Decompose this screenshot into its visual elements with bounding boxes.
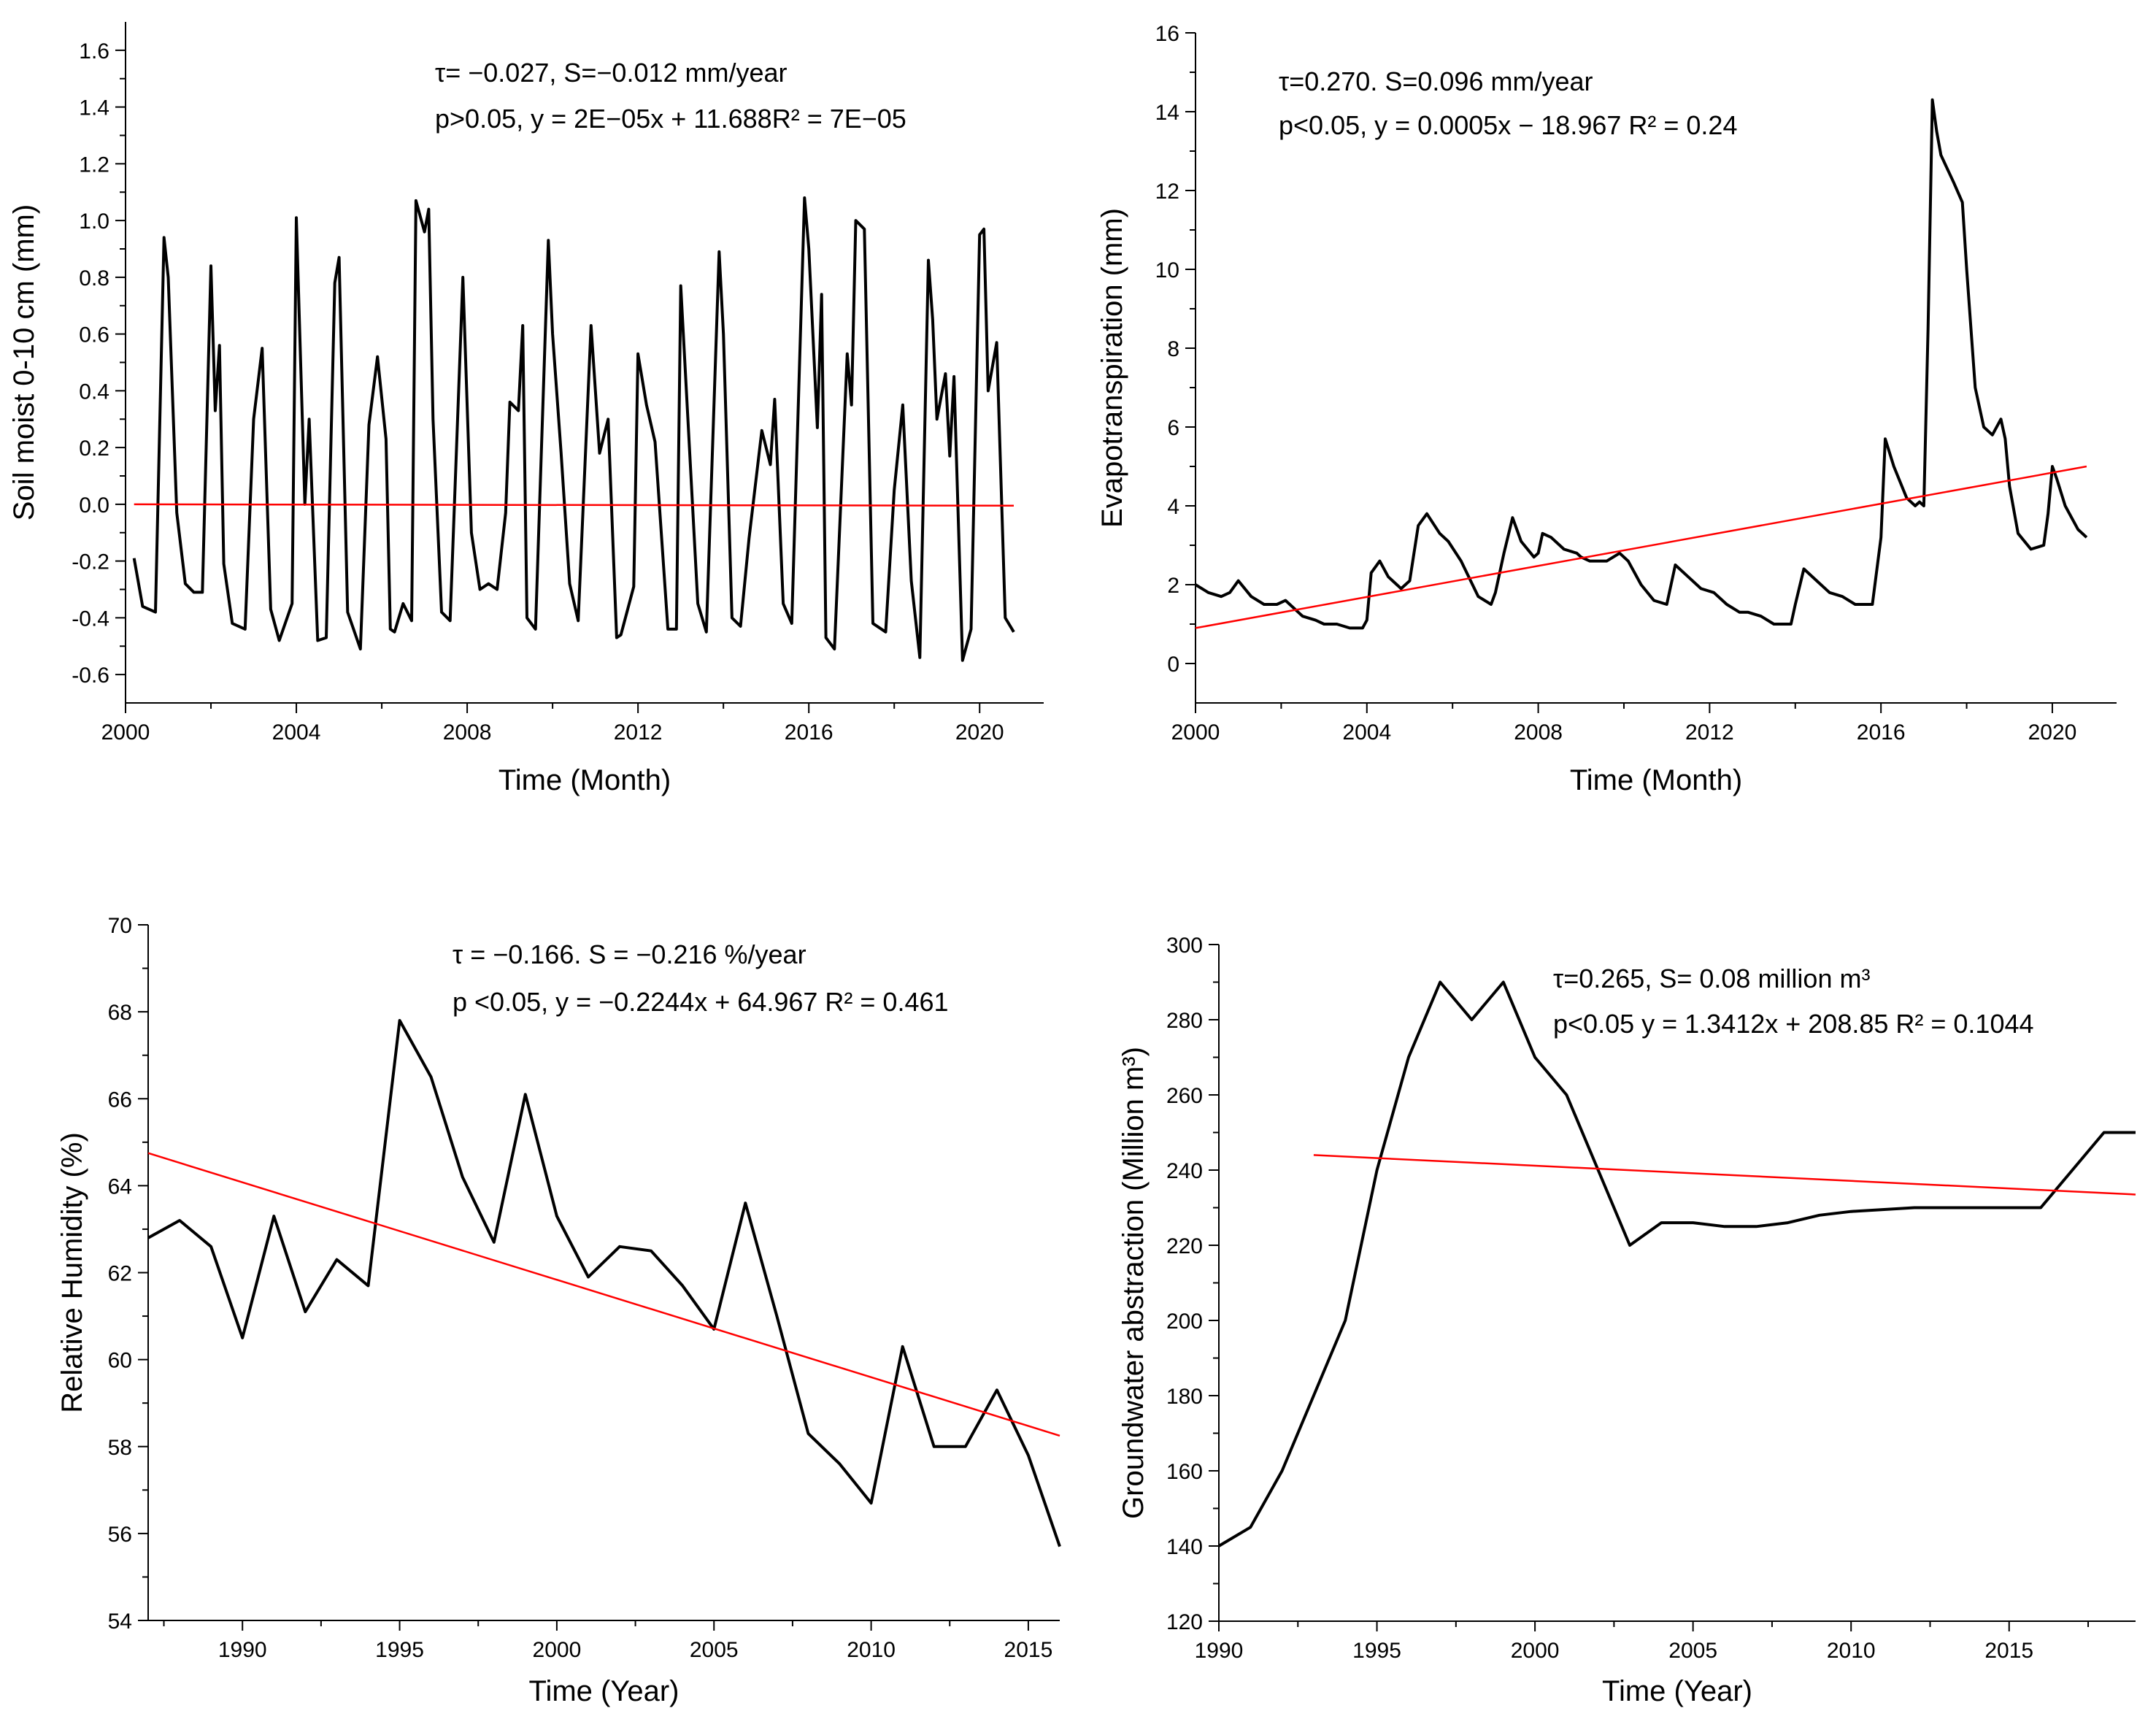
y-axis-label: Evapotranspiration (mm) bbox=[1096, 208, 1128, 528]
y-tick-label: 0 bbox=[1167, 653, 1179, 677]
x-tick-label: 2008 bbox=[443, 720, 492, 745]
soil-moisture-chart: -0.6 -0.4 -0.2 0.0 0.2 0.4 0.6 0.8 1.0 1.2 1.4 1.6 2… bbox=[8, 22, 1044, 796]
x-tick-label: 2020 bbox=[955, 720, 1004, 745]
stats-annotation: p <0.05, y = −0.2244x + 64.967 R² = 0.46… bbox=[453, 987, 949, 1017]
x-tick-label: 2000 bbox=[1511, 1639, 1560, 1663]
x-tick-label: 2020 bbox=[2028, 720, 2077, 745]
x-tick-label: 2004 bbox=[1342, 720, 1391, 745]
y-tick-label: 240 bbox=[1166, 1159, 1203, 1183]
stats-annotation: τ=0.270. S=0.096 mm/year bbox=[1279, 66, 1593, 96]
y-tick-label: 260 bbox=[1166, 1084, 1203, 1108]
y-tick-label: 62 bbox=[108, 1262, 132, 1286]
stats-annotation: p<0.05, y = 0.0005x − 18.967 R² = 0.24 bbox=[1279, 110, 1737, 140]
y-tick-label: -0.2 bbox=[72, 550, 109, 574]
trend-line bbox=[1195, 465, 2087, 629]
y-tick-label: 10 bbox=[1155, 258, 1179, 282]
y-tick-label: 1.6 bbox=[79, 39, 109, 64]
x-tick-label: 2016 bbox=[1857, 720, 1906, 745]
stats-annotation: τ = −0.166. S = −0.216 %/year bbox=[453, 939, 806, 969]
x-tick-label: 1990 bbox=[218, 1638, 267, 1662]
y-tick-label: 68 bbox=[108, 1001, 132, 1025]
y-tick-label: 180 bbox=[1166, 1385, 1203, 1409]
data-series-line bbox=[1194, 98, 2088, 630]
x-tick-label: 2000 bbox=[1171, 720, 1220, 745]
x-tick-label: 2010 bbox=[1827, 1639, 1876, 1663]
y-tick-label: 70 bbox=[108, 914, 132, 938]
x-axis-label: Time (Month) bbox=[498, 764, 671, 796]
y-axis-label: Relative Humidity (%) bbox=[56, 1132, 88, 1413]
x-tick-label: 2016 bbox=[785, 720, 833, 745]
y-tick-label: -0.6 bbox=[72, 664, 109, 688]
y-tick-label: 200 bbox=[1166, 1310, 1203, 1334]
y-tick-label: 1.0 bbox=[79, 209, 109, 234]
y-tick-label: 4 bbox=[1167, 495, 1179, 519]
x-axis-label: Time (Year) bbox=[1602, 1675, 1752, 1707]
y-tick-label: 0.4 bbox=[79, 380, 109, 404]
x-tick-label: 2015 bbox=[1004, 1638, 1053, 1662]
y-tick-label: 0.2 bbox=[79, 437, 109, 461]
x-tick-label: 2008 bbox=[1514, 720, 1563, 745]
evapotranspiration-chart: 0 2 4 6 8 10 12 14 16 2000 2004 2008 2012 2016 2020 Tim… bbox=[1096, 22, 2117, 796]
data-series-line bbox=[147, 1019, 1061, 1547]
trend-line bbox=[134, 503, 1015, 507]
y-tick-label: 14 bbox=[1155, 101, 1179, 125]
y-tick-label: -0.4 bbox=[72, 607, 109, 631]
x-axis-label: Time (Year) bbox=[529, 1675, 679, 1707]
data-series-line bbox=[132, 196, 1015, 662]
y-tick-label: 12 bbox=[1155, 180, 1179, 204]
x-axis-label: Time (Month) bbox=[1570, 764, 1742, 796]
y-tick-label: 1.4 bbox=[79, 96, 109, 120]
y-tick-label: 8 bbox=[1167, 337, 1179, 361]
y-tick-label: 64 bbox=[108, 1174, 132, 1199]
relative-humidity-chart: 54 56 58 60 62 64 66 68 70 1990 1995 2000 2005 2010 20… bbox=[56, 914, 1061, 1707]
y-tick-label: 0.6 bbox=[79, 323, 109, 347]
y-tick-label: 58 bbox=[108, 1436, 132, 1460]
x-tick-label: 2000 bbox=[101, 720, 150, 745]
y-tick-label: 16 bbox=[1155, 22, 1179, 46]
y-tick-label: 66 bbox=[108, 1088, 132, 1112]
stats-annotation: p>0.05, y = 2E−05x + 11.688R² = 7E−05 bbox=[435, 104, 906, 134]
x-tick-label: 2004 bbox=[272, 720, 321, 745]
stats-annotation: τ=0.265, S= 0.08 million m³ bbox=[1553, 964, 1870, 993]
data-series-line bbox=[1217, 980, 2136, 1547]
y-axis-label: Soil moist 0-10 cm (mm) bbox=[8, 204, 40, 520]
y-tick-label: 0.8 bbox=[79, 266, 109, 291]
x-tick-label: 2015 bbox=[1984, 1639, 2033, 1663]
y-tick-label: 1.2 bbox=[79, 153, 109, 177]
groundwater-abstraction-chart: 120 140 160 180 200 220 240 260 280 300 1990 1995 20… bbox=[1117, 934, 2136, 1707]
x-tick-label: 2005 bbox=[690, 1638, 739, 1662]
x-tick-label: 2010 bbox=[847, 1638, 896, 1662]
y-tick-label: 54 bbox=[108, 1610, 132, 1634]
x-tick-label: 1990 bbox=[1195, 1639, 1244, 1663]
y-tick-label: 280 bbox=[1166, 1009, 1203, 1033]
x-tick-label: 2005 bbox=[1668, 1639, 1717, 1663]
x-tick-label: 1995 bbox=[1352, 1639, 1401, 1663]
y-axis-label: Groundwater abstraction (Million m³) bbox=[1117, 1047, 1150, 1519]
x-tick-label: 1995 bbox=[375, 1638, 424, 1662]
y-tick-label: 120 bbox=[1166, 1610, 1203, 1634]
y-tick-label: 220 bbox=[1166, 1234, 1203, 1258]
y-tick-label: 56 bbox=[108, 1523, 132, 1547]
y-tick-label: 300 bbox=[1166, 934, 1203, 958]
y-tick-label: 140 bbox=[1166, 1535, 1203, 1559]
y-tick-label: 2 bbox=[1167, 574, 1179, 598]
x-tick-label: 2000 bbox=[533, 1638, 582, 1662]
stats-annotation: p<0.05 y = 1.3412x + 208.85 R² = 0.1044 bbox=[1553, 1009, 2034, 1039]
y-tick-label: 0.0 bbox=[79, 493, 109, 518]
trend-line bbox=[1313, 1154, 2136, 1196]
y-tick-label: 160 bbox=[1166, 1460, 1203, 1484]
y-tick-label: 6 bbox=[1167, 416, 1179, 440]
stats-annotation: τ= −0.027, S=−0.012 mm/year bbox=[435, 58, 788, 88]
y-tick-label: 60 bbox=[108, 1349, 132, 1373]
x-tick-label: 2012 bbox=[614, 720, 663, 745]
trend-line bbox=[147, 1152, 1060, 1437]
x-tick-label: 2012 bbox=[1685, 720, 1734, 745]
